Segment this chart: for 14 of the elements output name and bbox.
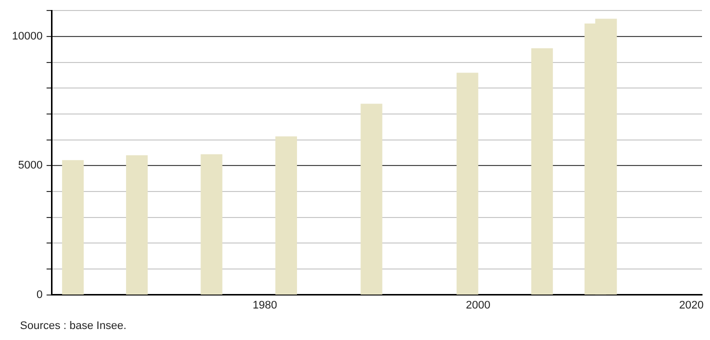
bar <box>360 104 382 295</box>
bar <box>275 136 297 295</box>
source-note: Sources : base Insee. <box>20 320 126 332</box>
bar <box>62 160 84 295</box>
bar <box>456 72 478 295</box>
bar <box>531 48 553 295</box>
y-tick-label: 0 <box>36 288 43 301</box>
y-tick-label: 5000 <box>18 160 43 172</box>
x-tick-label: 2000 <box>466 299 490 312</box>
x-tick-label: 1980 <box>252 299 278 312</box>
bar <box>126 155 148 295</box>
y-tick-label: 10000 <box>12 30 43 42</box>
x-tick-label: 2020 <box>679 299 704 312</box>
bar <box>200 154 222 295</box>
